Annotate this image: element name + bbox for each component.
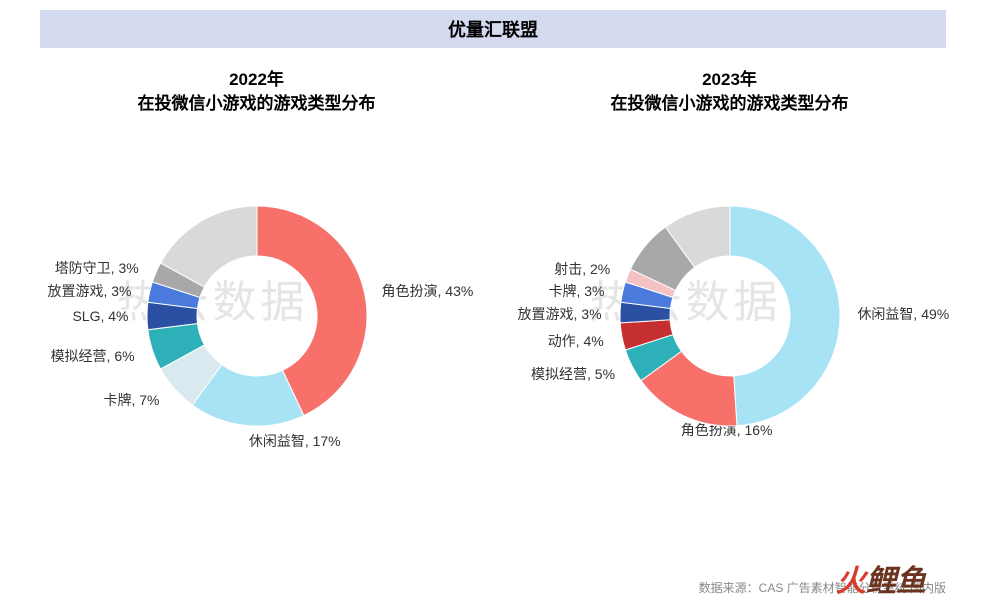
donut-2023: 热云数据 休闲益智, 49%角色扮演, 16%模拟经营, 5%动作, 4%放置游… bbox=[500, 126, 960, 506]
chart-title-2022: 2022年 在投微信小游戏的游戏类型分布 bbox=[27, 68, 487, 116]
donut-2022: 热云数据 角色扮演, 43%休闲益智, 17%卡牌, 7%模拟经营, 6%SLG… bbox=[27, 126, 487, 506]
chart-title-2023: 2023年 在投微信小游戏的游戏类型分布 bbox=[500, 68, 960, 116]
chart-2022: 2022年 在投微信小游戏的游戏类型分布 热云数据 角色扮演, 43%休闲益智,… bbox=[27, 68, 487, 506]
donut-svg bbox=[27, 126, 487, 506]
header-band: 优量汇联盟 bbox=[40, 10, 946, 48]
charts-row: 2022年 在投微信小游戏的游戏类型分布 热云数据 角色扮演, 43%休闲益智,… bbox=[0, 48, 986, 506]
footer-source: 数据来源：CAS 广告素材智能分析系统 国内版 bbox=[699, 579, 946, 596]
donut-slice bbox=[730, 206, 840, 426]
donut-svg bbox=[500, 126, 960, 506]
header-title: 优量汇联盟 bbox=[448, 20, 538, 40]
chart-2023: 2023年 在投微信小游戏的游戏类型分布 热云数据 休闲益智, 49%角色扮演,… bbox=[500, 68, 960, 506]
